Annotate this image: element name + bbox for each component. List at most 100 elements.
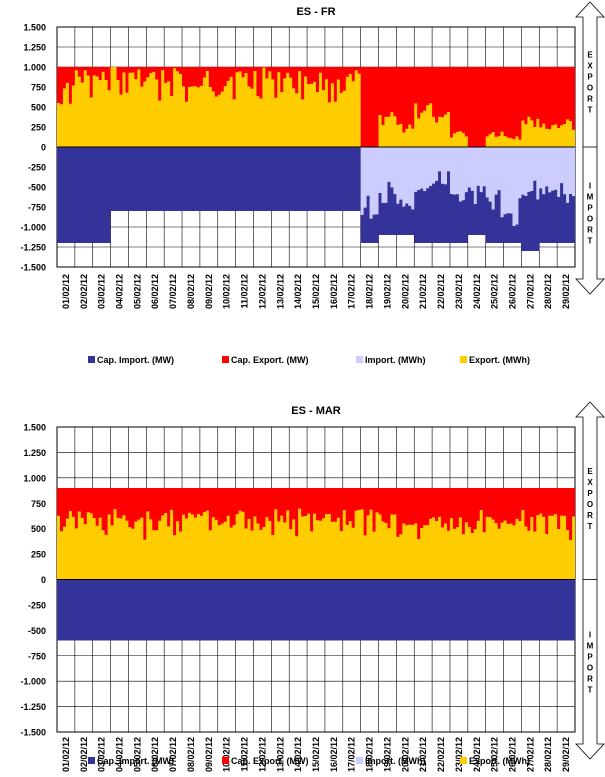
y-tick-label: -500 xyxy=(28,626,46,636)
x-tick-label: 04/02/12 xyxy=(115,737,125,772)
x-tick-label: 15/02/12 xyxy=(311,737,321,772)
legend-swatch xyxy=(222,757,229,764)
legend-swatch xyxy=(460,356,467,363)
chart-panel-1: ES - FR 1.500 1.250 1.000 750 500 250 0 -250 -500… xyxy=(20,1,605,365)
y-tick-label: 1.000 xyxy=(23,63,46,73)
arrow-letter: O xyxy=(587,500,593,509)
x-tick-label: 16/02/12 xyxy=(329,737,339,772)
legend-swatch xyxy=(222,356,229,363)
x-tick-label: 01/02/12 xyxy=(61,274,71,309)
x-tick-label: 12/02/12 xyxy=(257,737,267,772)
arrow-letter: T xyxy=(588,522,593,531)
y-tick-label: 1.500 xyxy=(23,23,46,33)
y-tick-label: -250 xyxy=(28,163,46,173)
y-tick-label: 1.500 xyxy=(23,423,46,433)
legend-label: Cap. Export. (MW) xyxy=(231,355,309,365)
x-tick-label: 03/02/12 xyxy=(97,737,107,772)
y-tick-label: -500 xyxy=(28,183,46,193)
y-tick-label: 1.000 xyxy=(23,473,46,483)
chart-panel-2: ES - MAR 1.500 1.250 1.000 750 500 250 0 -250 -50… xyxy=(20,401,605,772)
y-tick-label: 0 xyxy=(41,143,46,153)
y-tick-label: -1.250 xyxy=(20,243,46,253)
x-tick-label: 24/02/12 xyxy=(472,274,482,309)
x-tick-label: 20/02/12 xyxy=(400,737,410,772)
x-tick-label: 04/02/12 xyxy=(115,274,125,309)
y-tick-label: 0 xyxy=(41,575,46,585)
legend-label: Cap. Import. (MW) xyxy=(97,355,174,365)
legend-swatch xyxy=(88,757,95,764)
series-area-4 xyxy=(57,508,575,580)
arrow-letter: T xyxy=(588,237,593,246)
x-tick-label: 08/02/12 xyxy=(186,274,196,309)
x-tick-label: 26/02/12 xyxy=(507,737,517,772)
x-tick-label: 14/02/12 xyxy=(293,274,303,309)
x-tick-label: 25/02/12 xyxy=(490,737,500,772)
x-tick-label: 03/02/12 xyxy=(97,274,107,309)
y-tick-label: 500 xyxy=(31,103,46,113)
x-tick-label: 09/02/12 xyxy=(204,737,214,772)
legend-label: Cap. Import. (MW) xyxy=(97,756,174,766)
x-tick-label: 01/02/12 xyxy=(61,737,71,772)
x-tick-label: 06/02/12 xyxy=(150,737,160,772)
x-tick-label: 23/02/12 xyxy=(454,737,464,772)
x-tick-label: 17/02/12 xyxy=(347,274,357,309)
legend-swatch xyxy=(356,757,363,764)
x-tick-label: 11/02/12 xyxy=(240,274,250,309)
x-tick-label: 13/02/12 xyxy=(275,274,285,309)
x-tick-label: 26/02/12 xyxy=(507,274,517,309)
y-tick-label: -750 xyxy=(28,651,46,661)
y-tick-label: 1.250 xyxy=(23,43,46,53)
y-tick-label: 1.250 xyxy=(23,448,46,458)
y-tick-label: 750 xyxy=(31,83,46,93)
series-area-1 xyxy=(57,579,575,641)
x-tick-label: 17/02/12 xyxy=(347,737,357,772)
x-tick-label: 05/02/12 xyxy=(132,737,142,772)
x-tick-label: 08/02/12 xyxy=(186,737,196,772)
x-tick-label: 18/02/12 xyxy=(365,737,375,772)
y-tick-label: -750 xyxy=(28,203,46,213)
x-tick-label: 14/02/12 xyxy=(293,737,303,772)
legend-label: Export. (MWh) xyxy=(469,355,530,365)
arrow-letter: O xyxy=(587,663,593,672)
arrow-letter: R xyxy=(587,674,593,683)
arrow-letter: E xyxy=(587,467,593,476)
arrow-letter: R xyxy=(587,226,593,235)
x-tick-label: 23/02/12 xyxy=(454,274,464,309)
y-tick-label: -1.000 xyxy=(20,223,46,233)
x-tick-label: 27/02/12 xyxy=(525,274,535,309)
arrow-letter: P xyxy=(587,204,593,213)
arrow-letter: R xyxy=(587,511,593,520)
legend-swatch xyxy=(356,356,363,363)
chart-title: ES - FR xyxy=(296,6,335,18)
arrow-letter: P xyxy=(587,489,593,498)
legend-label: Cap. Export. (MW) xyxy=(231,756,309,766)
y-tick-label: 500 xyxy=(31,524,46,534)
x-tick-label: 05/02/12 xyxy=(132,274,142,309)
x-tick-label: 27/02/12 xyxy=(525,737,535,772)
x-tick-label: 09/02/12 xyxy=(204,274,214,309)
x-tick-label: 13/02/12 xyxy=(275,737,285,772)
legend-swatch xyxy=(460,757,467,764)
x-tick-label: 22/02/12 xyxy=(436,274,446,309)
arrow-letter: R xyxy=(587,95,593,104)
y-tick-label: -250 xyxy=(28,600,46,610)
x-tick-label: 02/02/12 xyxy=(79,737,89,772)
x-tick-label: 20/02/12 xyxy=(400,274,410,309)
arrow-letter: I xyxy=(589,182,591,191)
y-tick-label: -1.250 xyxy=(20,702,46,712)
x-tick-label: 12/02/12 xyxy=(257,274,267,309)
x-tick-label: 28/02/12 xyxy=(543,274,553,309)
arrow-letter: X xyxy=(587,62,593,71)
x-tick-label: 10/02/12 xyxy=(222,737,232,772)
x-tick-label: 21/02/12 xyxy=(418,274,428,309)
x-tick-label: 19/02/12 xyxy=(382,737,392,772)
x-tick-label: 07/02/12 xyxy=(168,274,178,309)
y-tick-label: -1.500 xyxy=(20,263,46,273)
x-tick-label: 10/02/12 xyxy=(222,274,232,309)
arrow-letter: O xyxy=(587,215,593,224)
legend-label: Import. (MWh) xyxy=(365,355,425,365)
